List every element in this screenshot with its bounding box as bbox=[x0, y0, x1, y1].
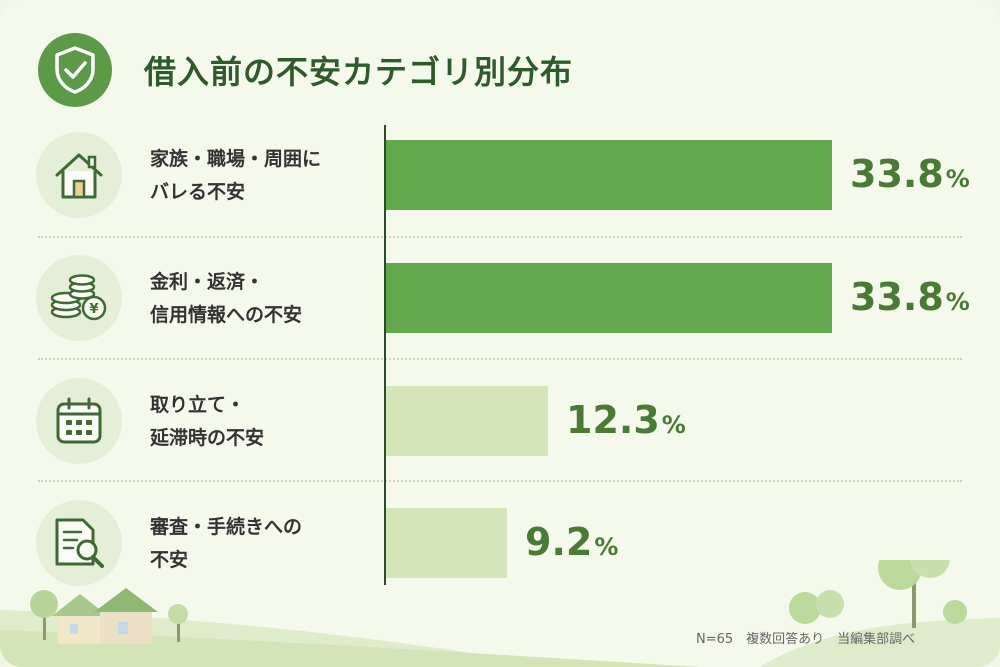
category-label-line: 不安 bbox=[150, 549, 189, 571]
value-unit: % bbox=[945, 165, 970, 193]
row-divider bbox=[38, 480, 962, 482]
svg-text:¥: ¥ bbox=[89, 302, 98, 317]
chart-row: ¥ 金利・返済・ 信用情報への不安 33.8% bbox=[0, 238, 1000, 360]
house-icon bbox=[36, 132, 122, 218]
chart-title: 借入前の不安カテゴリ別分布 bbox=[144, 53, 574, 91]
category-label-line: バレる不安 bbox=[150, 181, 246, 203]
bar bbox=[386, 508, 507, 578]
category-label-line: 取り立て・ bbox=[150, 394, 246, 416]
document-search-icon bbox=[36, 500, 122, 586]
bar bbox=[386, 140, 832, 210]
value-unit: % bbox=[945, 288, 970, 316]
row-divider bbox=[38, 236, 962, 238]
footnote: N=65 複数回答あり 当編集部調べ bbox=[696, 632, 916, 647]
category-label-line: 金利・返済・ bbox=[150, 271, 265, 293]
category-label: 家族・職場・周囲に バレる不安 bbox=[150, 143, 321, 209]
calendar-icon bbox=[36, 378, 122, 464]
category-label: 取り立て・ 延滞時の不安 bbox=[150, 389, 264, 455]
value-label: 9.2% bbox=[525, 520, 618, 564]
value-label: 33.8% bbox=[850, 275, 970, 319]
landscape-illustration bbox=[0, 560, 1000, 667]
y-axis-line bbox=[384, 125, 386, 585]
category-label: 金利・返済・ 信用情報への不安 bbox=[150, 266, 302, 332]
value-number: 9.2 bbox=[525, 520, 593, 564]
category-label-line: 延滞時の不安 bbox=[150, 427, 265, 449]
bar bbox=[386, 386, 548, 456]
header: 借入前の不安カテゴリ別分布 bbox=[38, 30, 573, 110]
category-label-line: 家族・職場・周囲に bbox=[150, 148, 322, 170]
value-number: 33.8 bbox=[850, 152, 944, 196]
bar bbox=[386, 263, 832, 333]
shield-check-icon bbox=[38, 33, 112, 107]
value-number: 33.8 bbox=[850, 275, 944, 319]
chart-row: 家族・職場・周囲に バレる不安 33.8% bbox=[0, 115, 1000, 237]
value-label: 33.8% bbox=[850, 152, 970, 196]
category-label-line: 審査・手続きへの bbox=[150, 516, 303, 538]
category-label-line: 信用情報への不安 bbox=[150, 304, 303, 326]
house-illustration bbox=[52, 588, 158, 644]
category-label: 審査・手続きへの 不安 bbox=[150, 511, 302, 577]
coins-icon: ¥ bbox=[36, 255, 122, 341]
row-divider bbox=[38, 358, 962, 360]
value-number: 12.3 bbox=[566, 398, 660, 442]
value-label: 12.3% bbox=[566, 398, 686, 442]
value-unit: % bbox=[661, 411, 686, 439]
chart-row: 取り立て・ 延滞時の不安 12.3% bbox=[0, 361, 1000, 483]
value-unit: % bbox=[594, 533, 619, 561]
tree-illustration bbox=[30, 560, 967, 642]
chart-row: 審査・手続きへの 不安 9.2% bbox=[0, 483, 1000, 605]
